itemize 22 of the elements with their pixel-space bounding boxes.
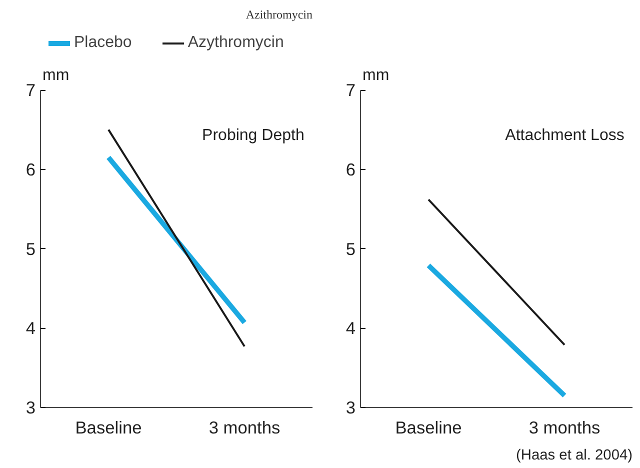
x-tick-label: 3 months (528, 418, 600, 438)
y-tick-label: 7 (26, 80, 36, 100)
annotation: Probing Depth (202, 126, 304, 144)
y-tick-label: 6 (346, 159, 356, 180)
legend-label: Azythromycin (188, 34, 284, 52)
text: (Haas et al. 2004) (516, 448, 632, 464)
x-tick-label: 3 months (208, 418, 280, 438)
y-axis-title: mm (362, 67, 390, 84)
x-tick-label: Baseline (75, 418, 142, 438)
y-tick-label: 4 (346, 318, 356, 338)
x-tick-label: Baseline (395, 418, 462, 438)
y-tick-label: 3 (26, 398, 36, 418)
y-tick-label: 5 (26, 238, 36, 259)
legend-label: Placebo (74, 34, 132, 52)
y-tick-label: 4 (26, 318, 36, 338)
y-axis-title: mm (42, 67, 70, 84)
annotation: Attachment Loss (505, 126, 624, 144)
chart-title: Azithromycin (246, 8, 313, 22)
y-tick-label: 3 (346, 398, 356, 418)
y-tick-label: 6 (26, 159, 36, 180)
y-tick-label: 5 (346, 238, 356, 259)
y-tick-label: 7 (346, 80, 356, 100)
